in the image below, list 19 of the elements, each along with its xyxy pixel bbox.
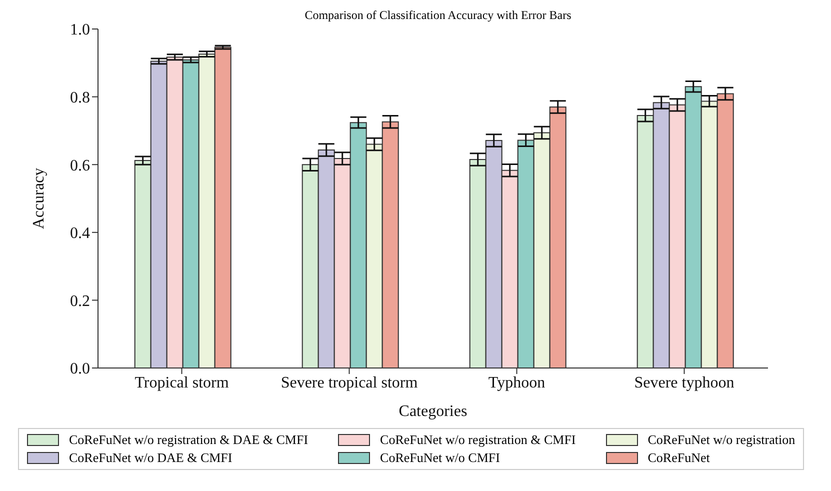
- x-tick-label: Severe typhoon: [634, 374, 734, 392]
- y-tick-label: 0.2: [70, 292, 90, 310]
- y-axis-title: Accuracy: [30, 168, 48, 230]
- x-tick-label: Typhoon: [488, 374, 546, 392]
- legend-label: CoReFuNet w/o registration: [648, 432, 796, 448]
- legend-label: CoReFuNet w/o CMFI: [380, 450, 500, 466]
- x-tick-label: Tropical storm: [134, 374, 230, 392]
- chart-title: Comparison of Classification Accuracy with Error Bars: [304, 8, 572, 23]
- x-axis-title: Categories: [398, 403, 468, 420]
- y-tick-label: 0.6: [70, 157, 90, 174]
- y-tick-label: 0.4: [70, 225, 90, 242]
- legend-label: CoReFuNet w/o registration & CMFI: [380, 432, 576, 448]
- y-tick-label: 0.0: [70, 360, 90, 378]
- y-tick-label: 0.8: [70, 89, 90, 106]
- legend-label: CoReFuNet w/o registration & DAE & CMFI: [69, 432, 308, 448]
- legend-label: CoReFuNet w/o DAE & CMFI: [69, 450, 232, 466]
- x-tick-label: Severe tropical storm: [280, 374, 418, 392]
- y-tick-label: 1.0: [70, 22, 90, 39]
- legend-label: CoReFuNet: [648, 450, 710, 466]
